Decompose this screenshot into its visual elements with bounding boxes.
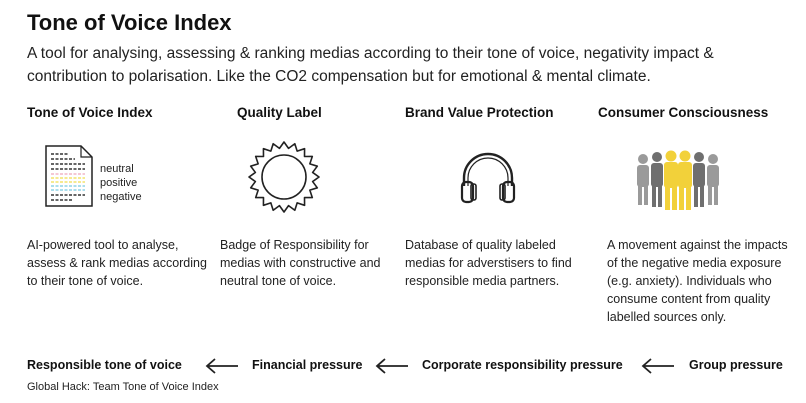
flow-step-group-pressure: Group pressure [689, 358, 783, 372]
legend-neutral: neutral [100, 163, 134, 175]
crowd-people-icon [633, 150, 723, 217]
footer-credit: Global Hack: Team Tone of Voice Index [27, 381, 219, 393]
page-title: Tone of Voice Index [27, 10, 232, 35]
legend-positive: positive [100, 177, 138, 189]
arrow-left-icon [375, 358, 409, 379]
headphones-icon [458, 150, 518, 211]
flow-step-responsible-tone: Responsible tone of voice [27, 358, 182, 372]
page-subtitle: A tool for analysing, assessing & rankin… [27, 45, 714, 85]
col-desc-brand-value-protection: Database of quality labeled medias for a… [405, 238, 572, 288]
col-desc-tone-of-voice-index: AI-powered tool to analyse, assess & ran… [27, 238, 207, 288]
col-heading-consumer-consciousness: Consumer Consciousness [598, 105, 769, 120]
col-heading-brand-value-protection: Brand Value Protection [405, 105, 554, 120]
document-lines-icon [45, 145, 93, 212]
arrow-left-icon [205, 358, 239, 379]
arrow-left-icon [641, 358, 675, 379]
legend-negative: negative [100, 191, 142, 203]
badge-seal-icon [247, 140, 321, 219]
col-desc-consumer-consciousness: A movement against the impacts of the ne… [607, 238, 788, 324]
col-desc-quality-label: Badge of Responsibility for medias with … [220, 238, 381, 288]
flow-step-corporate-responsibility: Corporate responsibility pressure [422, 358, 623, 372]
col-heading-tone-of-voice-index: Tone of Voice Index [27, 105, 153, 120]
col-heading-quality-label: Quality Label [237, 105, 322, 120]
flow-step-financial-pressure: Financial pressure [252, 358, 363, 372]
